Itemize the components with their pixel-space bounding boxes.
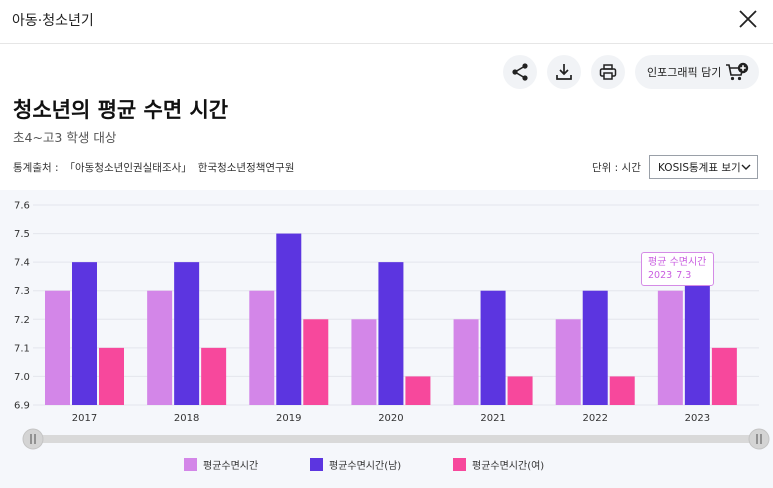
source-info: 통계출처 : 「아동청소년인권실태조사」 한국청소년정책연구원 [13, 160, 300, 175]
x-tick-label: 2020 [378, 413, 403, 424]
print-icon [599, 64, 617, 80]
tooltip-year: 2023 [648, 270, 673, 281]
bar[interactable] [378, 262, 404, 405]
y-tick-label: 7.4 [14, 258, 30, 269]
legend-item-female[interactable]: 평균수면시간(여) [453, 457, 544, 472]
kosis-select-value: KOSIS통계표 보기 [658, 161, 741, 174]
download-button[interactable] [547, 55, 581, 89]
y-tick-label: 7.3 [14, 286, 30, 297]
bar[interactable] [72, 262, 97, 405]
source-survey: 「아동청소년인권실태조사」 [64, 162, 192, 174]
legend-swatch [310, 458, 323, 471]
tooltip-title: 평균 수면시간 [648, 257, 707, 268]
legend-label: 평균수면시간(여) [472, 461, 545, 472]
page-title: 청소년의 평균 수면 시간 [13, 98, 229, 122]
bar[interactable] [405, 376, 431, 405]
x-tick-label: 2023 [685, 413, 710, 424]
legend-swatch [184, 458, 197, 471]
add-infographic-button[interactable]: 인포그래픽 담기 [635, 55, 759, 89]
x-tick-label: 2018 [174, 413, 199, 424]
y-tick-label: 6.9 [14, 401, 30, 412]
y-tick-label: 7.6 [14, 201, 30, 212]
bar[interactable] [453, 319, 479, 405]
page-subtitle: 초4~고3 학생 대상 [13, 130, 117, 145]
bar[interactable] [45, 290, 70, 405]
bar[interactable] [507, 376, 533, 405]
bar[interactable] [582, 290, 608, 405]
bar[interactable] [201, 347, 227, 405]
close-icon[interactable] [736, 7, 760, 31]
window-title: 아동·청소년기 [12, 13, 94, 29]
y-tick-label: 7.1 [14, 343, 30, 354]
kosis-table-select[interactable]: KOSIS통계표 보기 [649, 155, 758, 179]
slider-handle-icon[interactable] [748, 428, 770, 450]
x-tick-label: 2022 [582, 413, 607, 424]
x-tick-label: 2017 [72, 413, 97, 424]
bar[interactable] [609, 376, 635, 405]
legend-item-male[interactable]: 평균수면시간(남) [310, 457, 401, 472]
y-tick-label: 7.2 [14, 315, 30, 326]
chart-area: 6.9 7.0 7.1 7.2 7.3 7.4 7.5 7.6 2017 2018 2019 2020… [0, 190, 773, 488]
legend-swatch [453, 458, 466, 471]
window-header: 아동·청소년기 [0, 0, 773, 44]
legend-item-total[interactable]: 평균수면시간 [184, 457, 258, 472]
bar[interactable] [480, 290, 506, 405]
legend-label: 평균수면시간 [203, 461, 259, 472]
x-tick-label: 2019 [276, 413, 301, 424]
legend-label: 평균수면시간(남) [329, 461, 402, 472]
bar[interactable] [711, 347, 737, 405]
chart-tooltip: 평균 수면시간 2023 7.3 [641, 252, 714, 286]
range-slider-track[interactable] [33, 435, 759, 443]
chevron-down-icon [741, 164, 751, 170]
bar[interactable] [351, 319, 377, 405]
bar-chart: 6.9 7.0 7.1 7.2 7.3 7.4 7.5 7.6 2017 2018 2019 2020… [14, 201, 770, 450]
download-icon [556, 64, 572, 80]
slider-handle-icon[interactable] [22, 428, 44, 450]
bar[interactable] [276, 233, 302, 405]
add-infographic-label: 인포그래픽 담기 [647, 66, 722, 79]
bar[interactable] [99, 347, 124, 405]
bar[interactable] [555, 319, 581, 405]
bar[interactable] [147, 290, 173, 405]
unit-label: 단위 : 시간 [592, 162, 641, 174]
y-tick-label: 7.5 [14, 229, 30, 240]
y-tick-label: 7.0 [14, 372, 30, 383]
bar[interactable] [303, 319, 329, 405]
bar[interactable] [174, 262, 200, 405]
bar[interactable] [657, 290, 683, 405]
source-label: 통계출처 : [13, 162, 59, 174]
x-tick-label: 2021 [480, 413, 505, 424]
share-button[interactable] [503, 55, 537, 89]
source-agency: 한국청소년정책연구원 [197, 162, 295, 174]
print-button[interactable] [591, 55, 625, 89]
share-icon [512, 63, 528, 81]
cart-plus-icon [726, 62, 749, 81]
tooltip-value: 7.3 [676, 270, 692, 281]
bar[interactable] [249, 290, 275, 405]
